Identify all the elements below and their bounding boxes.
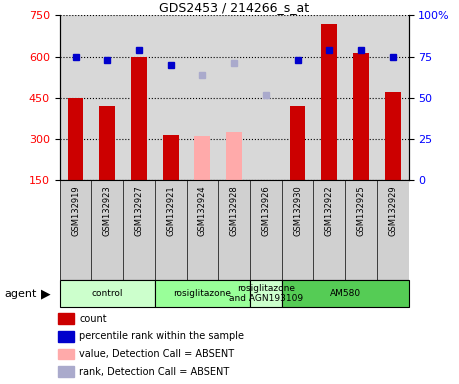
Bar bbox=[226, 132, 242, 180]
Text: AM580: AM580 bbox=[330, 289, 361, 298]
Bar bbox=[155, 280, 250, 307]
Text: count: count bbox=[79, 314, 107, 324]
Text: GSM132926: GSM132926 bbox=[261, 185, 270, 236]
Text: rosiglitazone: rosiglitazone bbox=[174, 289, 231, 298]
Bar bbox=[163, 135, 179, 180]
Bar bbox=[58, 349, 74, 359]
Text: value, Detection Call = ABSENT: value, Detection Call = ABSENT bbox=[79, 349, 234, 359]
Bar bbox=[321, 24, 337, 180]
Text: GSM132922: GSM132922 bbox=[325, 185, 334, 236]
Text: GSM132925: GSM132925 bbox=[357, 185, 365, 236]
Bar bbox=[58, 313, 74, 324]
Bar bbox=[58, 366, 74, 377]
Title: GDS2453 / 214266_s_at: GDS2453 / 214266_s_at bbox=[159, 1, 309, 14]
Text: GSM132921: GSM132921 bbox=[166, 185, 175, 236]
Text: GSM132929: GSM132929 bbox=[388, 185, 397, 236]
Text: GSM132924: GSM132924 bbox=[198, 185, 207, 236]
Bar bbox=[67, 98, 84, 180]
Bar bbox=[353, 53, 369, 180]
Bar bbox=[250, 280, 282, 307]
Text: GSM132927: GSM132927 bbox=[134, 185, 144, 236]
Text: GSM132923: GSM132923 bbox=[103, 185, 112, 236]
Text: agent: agent bbox=[5, 289, 37, 299]
Bar bbox=[99, 106, 115, 180]
Text: GSM132919: GSM132919 bbox=[71, 185, 80, 236]
Bar bbox=[60, 280, 155, 307]
Bar bbox=[58, 331, 74, 342]
Text: rosiglitazone
and AGN193109: rosiglitazone and AGN193109 bbox=[229, 284, 303, 303]
Bar bbox=[385, 93, 401, 180]
Text: ▶: ▶ bbox=[41, 287, 51, 300]
Text: GSM132928: GSM132928 bbox=[230, 185, 239, 236]
Text: GSM132930: GSM132930 bbox=[293, 185, 302, 236]
Bar bbox=[195, 136, 210, 180]
Bar bbox=[290, 106, 305, 180]
Bar bbox=[282, 280, 409, 307]
Text: percentile rank within the sample: percentile rank within the sample bbox=[79, 331, 244, 341]
Bar bbox=[131, 56, 147, 180]
Text: rank, Detection Call = ABSENT: rank, Detection Call = ABSENT bbox=[79, 367, 230, 377]
Text: control: control bbox=[91, 289, 123, 298]
